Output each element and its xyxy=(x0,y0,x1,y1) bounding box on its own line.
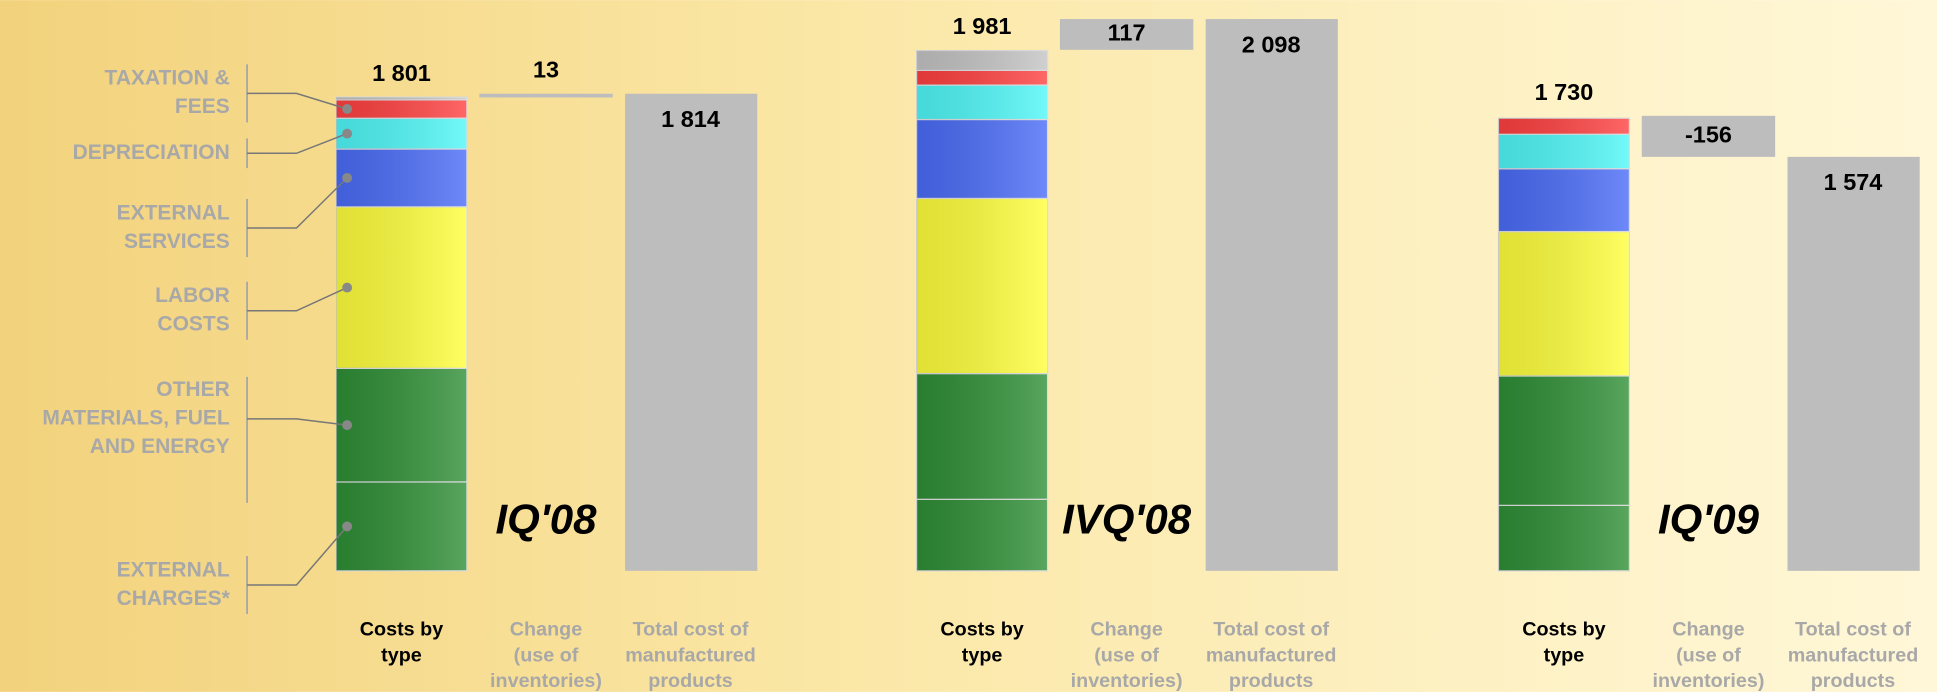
total-value-label: 1 814 xyxy=(661,106,720,132)
costs-value-label: 1 730 xyxy=(1535,79,1594,105)
legend-label: TAXATION & xyxy=(105,67,230,90)
total-bar xyxy=(625,93,758,571)
costs-value-label: 1 801 xyxy=(372,60,431,86)
total-bar xyxy=(1205,19,1338,571)
segment-shade xyxy=(916,70,1048,86)
segment-shade xyxy=(336,206,467,369)
segment-shade xyxy=(1498,134,1630,169)
bar-category-label: Costs by xyxy=(360,618,443,640)
costs-value-label: 1 981 xyxy=(953,13,1012,39)
segment-shade xyxy=(916,198,1048,374)
bar-category-label: inventories) xyxy=(1652,670,1764,692)
segment-shade xyxy=(1498,118,1630,135)
bar-category-label: Change xyxy=(1090,618,1162,640)
legend-label: EXTERNAL xyxy=(117,201,230,224)
bar-category-label: Costs by xyxy=(1522,618,1605,640)
bar-category-label: products xyxy=(1229,670,1314,692)
legend-label: LABOR xyxy=(155,284,230,307)
segment-shade xyxy=(1498,375,1630,506)
legend-dot xyxy=(342,420,353,431)
legend-dot xyxy=(342,128,353,139)
legend-label: CHARGES* xyxy=(117,587,231,610)
segment-shade xyxy=(336,118,467,149)
legend-dot xyxy=(342,521,353,532)
bar-category-label: (use of xyxy=(1094,644,1159,666)
legend-dot xyxy=(342,282,353,293)
legend-leader xyxy=(247,132,348,155)
legend-leader xyxy=(247,92,348,110)
segment-shade xyxy=(916,373,1048,500)
change-value-label: 117 xyxy=(1108,20,1146,46)
bar-category-label: type xyxy=(381,644,422,666)
bar-category-label: Total cost of xyxy=(1213,618,1329,640)
legend-label: DEPRECIATION xyxy=(73,141,230,164)
bar-category-label: (use of xyxy=(1676,644,1741,666)
bar-category-label: manufactured xyxy=(625,644,756,666)
legend-dot xyxy=(342,172,353,183)
bar-category-label: manufactured xyxy=(1206,644,1337,666)
change-value-label: 13 xyxy=(533,57,559,83)
legend-leader xyxy=(247,286,348,312)
bar-category-label: Costs by xyxy=(940,618,1023,640)
period-label: IQ'08 xyxy=(495,496,597,544)
bar-category-label: products xyxy=(648,670,733,692)
legend-label: MATERIALS, FUEL xyxy=(42,406,230,429)
bar-category-label: Change xyxy=(1672,618,1744,640)
segment-shade xyxy=(1498,168,1630,232)
legend-leader xyxy=(247,418,348,426)
bar-category-label: products xyxy=(1811,670,1896,692)
total-value-label: 1 574 xyxy=(1824,169,1883,195)
segment-shade xyxy=(336,481,467,571)
total-bar xyxy=(1787,156,1920,571)
bar-category-label: inventories) xyxy=(490,670,602,692)
period-label: IVQ'08 xyxy=(1062,496,1192,544)
bar-category-label: Total cost of xyxy=(1795,618,1911,640)
segment-shade xyxy=(336,368,467,482)
segment-shade xyxy=(1498,505,1630,571)
segment-shade xyxy=(916,50,1048,71)
legend-label: COSTS xyxy=(157,313,229,336)
legend-label: SERVICES xyxy=(124,230,230,253)
change-value-label: -156 xyxy=(1685,122,1732,148)
bar-category-label: Change xyxy=(510,618,582,640)
segment-shade xyxy=(336,148,467,207)
change-bar xyxy=(1059,19,1194,50)
segment-shade xyxy=(916,119,1048,199)
bar-category-label: type xyxy=(962,644,1003,666)
bar-category-label: Total cost of xyxy=(633,618,749,640)
period-label: IQ'09 xyxy=(1658,496,1760,544)
legend-label: AND ENERGY xyxy=(90,435,230,458)
segment-shade xyxy=(336,99,467,119)
total-value-label: 2 098 xyxy=(1242,31,1301,57)
legend-leader xyxy=(247,177,348,229)
segment-shade xyxy=(916,85,1048,120)
change-bar xyxy=(479,93,613,98)
bar-category-label: type xyxy=(1544,644,1585,666)
bar-category-label: manufactured xyxy=(1788,644,1919,666)
bar-category-label: inventories) xyxy=(1071,670,1183,692)
segment-shade xyxy=(1498,231,1630,376)
segment-shade xyxy=(916,499,1048,571)
change-bar xyxy=(1641,115,1776,157)
legend-label: FEES xyxy=(175,95,230,118)
legend-label: EXTERNAL xyxy=(117,558,230,581)
legend-leader xyxy=(247,525,348,586)
segment-shade xyxy=(336,97,467,100)
legend-dot xyxy=(342,104,353,114)
legend-label: OTHER xyxy=(156,378,229,401)
bar-category-label: (use of xyxy=(514,644,579,666)
